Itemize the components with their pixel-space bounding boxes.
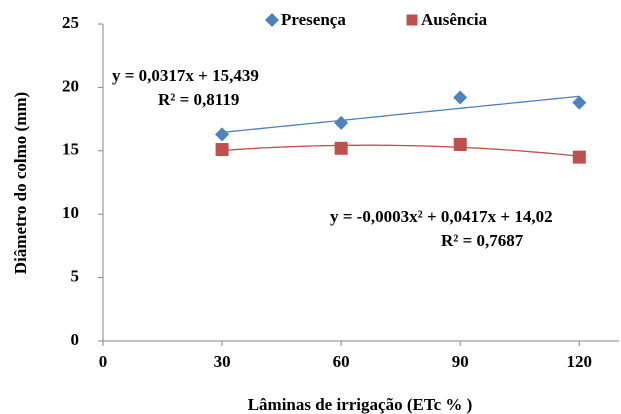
point: [572, 150, 586, 164]
legend-label: Presença: [281, 10, 346, 29]
y-tick-label: 25: [62, 13, 79, 32]
y-axis-label: Diâmetro do colmo (mm): [11, 92, 30, 274]
trendline: [222, 144, 580, 157]
x-tick-label: 60: [333, 352, 350, 371]
point: [453, 137, 467, 151]
legend-marker: [406, 14, 418, 26]
legend-marker: [265, 13, 279, 27]
annotation: R² = 0,7687: [441, 231, 524, 250]
y-tick-label: 5: [71, 267, 80, 286]
point: [215, 143, 229, 157]
annotation: y = -0,0003x² + 0,0417x + 14,02: [330, 207, 553, 226]
x-tick-label: 120: [567, 352, 593, 371]
trendline: [222, 95, 580, 134]
annotation: y = 0,0317x + 15,439: [112, 66, 259, 85]
y-tick-label: 10: [62, 203, 79, 222]
point: [334, 141, 348, 155]
y-tick-label: 0: [71, 330, 80, 349]
point: [334, 115, 349, 130]
x-axis-label: Lâminas de irrigação (ETc % ): [248, 395, 473, 414]
point: [572, 95, 587, 110]
x-tick-label: 90: [452, 352, 469, 371]
point: [453, 90, 468, 105]
x-tick-label: 30: [214, 352, 231, 371]
x-tick-label: 0: [99, 352, 108, 371]
annotation: R² = 0,8119: [158, 90, 239, 109]
y-tick-label: 15: [62, 140, 79, 159]
y-tick-label: 20: [62, 76, 79, 95]
legend-label: Ausência: [421, 10, 488, 29]
point: [215, 127, 230, 142]
